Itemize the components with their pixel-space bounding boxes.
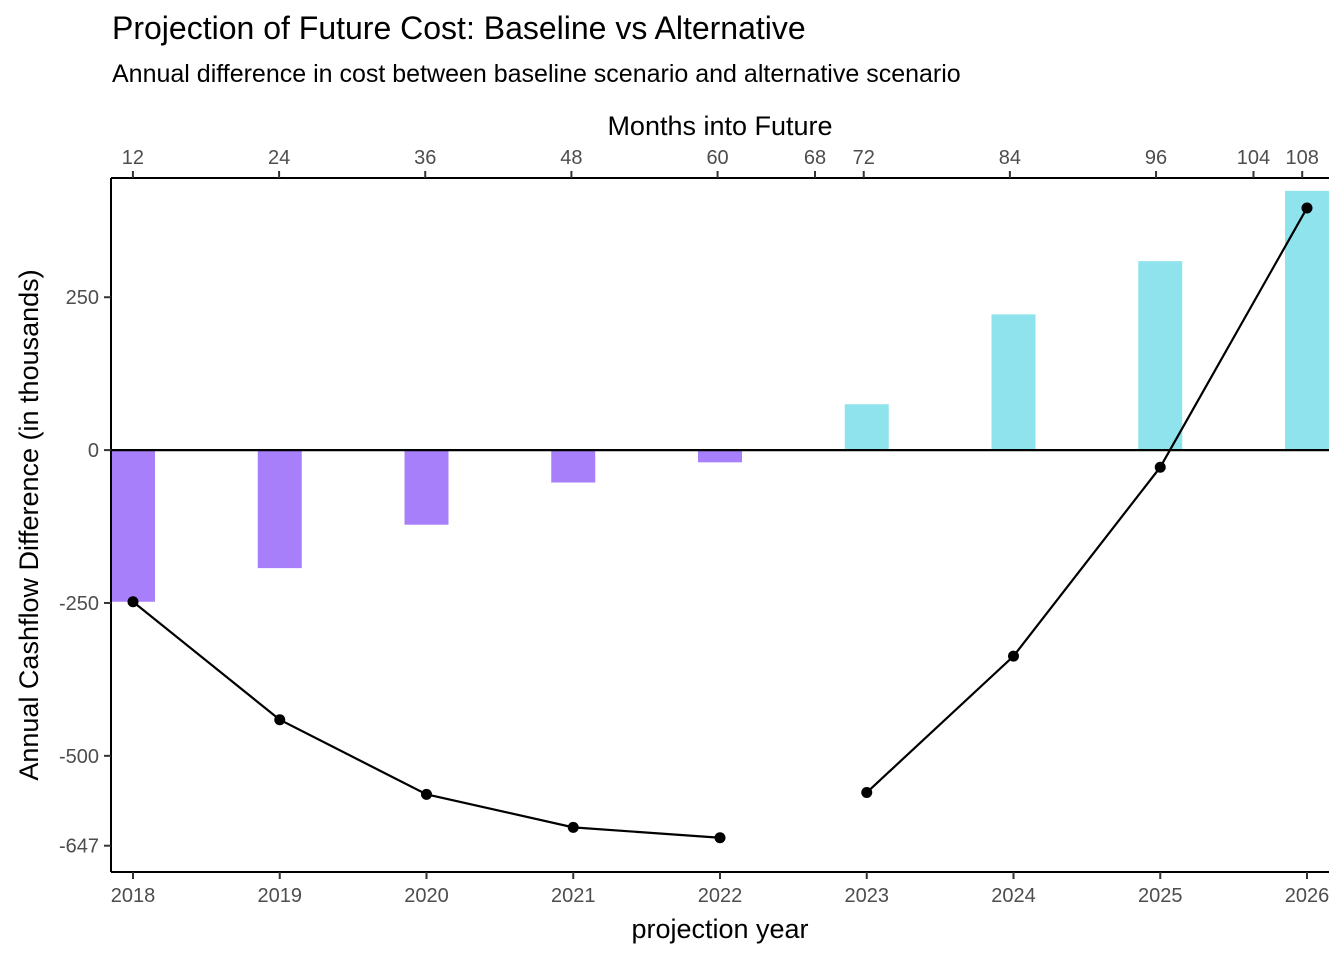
line-point-2019 <box>274 714 286 726</box>
bar-2018 <box>111 450 155 602</box>
x-tick-label: 2018 <box>111 885 156 907</box>
bar-2021 <box>551 450 596 483</box>
axes-group: 250 0 -250 -500 -647 2018 2019 2020 2021 2022 2023… <box>59 147 1329 907</box>
line-segment-2 <box>866 207 1308 794</box>
x-tick-label: 2020 <box>404 885 449 907</box>
x-axis-title: projection year <box>631 914 808 944</box>
bar-2024 <box>991 314 1036 451</box>
chart-subtitle: Annual difference in cost between baseli… <box>112 60 961 88</box>
bar-2020 <box>404 450 449 525</box>
x-tick-label: 2022 <box>698 885 743 907</box>
line-point-2020 <box>421 788 432 800</box>
top-tick-label: 36 <box>414 147 436 169</box>
y-tick-label: 0 <box>88 440 99 462</box>
line-point-2022 <box>714 832 726 844</box>
top-tick-label: 24 <box>268 147 290 169</box>
x-tick-label: 2021 <box>551 885 596 907</box>
top-tick-label: 108 <box>1286 147 1319 169</box>
top-tick-label: 68 <box>804 147 826 169</box>
line-point-2024 <box>1008 650 1019 662</box>
bar-2019 <box>257 450 302 569</box>
y-tick-label: -250 <box>59 593 99 615</box>
bar-2025 <box>1138 261 1183 451</box>
top-tick-label: 96 <box>1145 147 1167 169</box>
bar-2026 <box>1285 190 1329 451</box>
bar-2023 <box>844 404 889 451</box>
top-tick-label: 104 <box>1237 147 1270 169</box>
y-tick-label: -647 <box>59 836 99 858</box>
line-point-2026 <box>1301 202 1313 214</box>
y-axis-title: Annual Cashflow Difference (in thousands… <box>14 269 44 780</box>
top-tick-label: 12 <box>122 147 144 169</box>
bar-2022 <box>698 450 742 463</box>
y-tick-label: 250 <box>66 287 99 309</box>
line-segment-1 <box>132 600 721 839</box>
top-tick-label: 60 <box>706 147 728 169</box>
line-point-2021 <box>567 821 579 833</box>
x-tick-label: 2019 <box>258 885 303 907</box>
top-tick-label: 84 <box>999 147 1021 169</box>
line-point-2025 <box>1154 461 1166 473</box>
x-tick-label: 2024 <box>991 885 1036 907</box>
chart-title: Projection of Future Cost: Baseline vs A… <box>112 10 806 46</box>
line-point-2018 <box>127 596 139 608</box>
x-tick-label: 2025 <box>1138 885 1183 907</box>
top-tick-label: 48 <box>560 147 582 169</box>
bar-group <box>111 190 1329 602</box>
line-series-group <box>127 202 1313 844</box>
line-point-2023 <box>861 787 873 799</box>
x-tick-label: 2023 <box>845 885 890 907</box>
x-tick-label: 2026 <box>1285 885 1330 907</box>
y-tick-label: -500 <box>59 746 99 768</box>
top-axis-title: Months into Future <box>607 111 832 141</box>
top-tick-label: 72 <box>853 147 875 169</box>
